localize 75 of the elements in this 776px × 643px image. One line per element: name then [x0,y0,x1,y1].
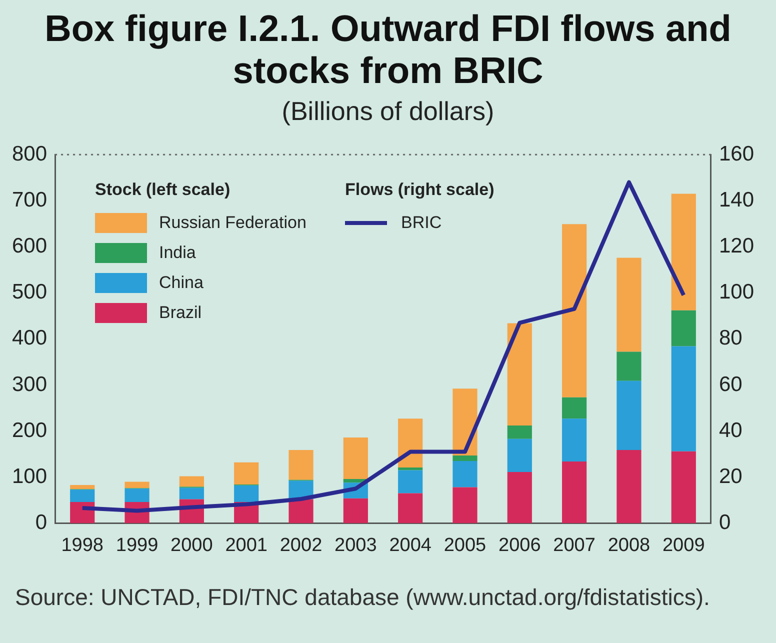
bar [179,476,204,487]
bar [616,450,642,524]
bar [671,346,696,452]
bar [398,470,423,494]
chart-subtitle: (Billions of dollars) [280,96,496,127]
bar [70,490,95,502]
bar [234,462,259,484]
bar [616,380,642,450]
x-tick-label: 2004 [389,534,432,556]
bar [507,426,532,439]
x-tick-label: 2008 [608,534,650,556]
annotation: Flows (right scale) [345,180,494,200]
y-tick-label: 100 [12,464,48,488]
y-tick-label: 500 [12,280,48,304]
y-tick-label: 200 [12,418,48,442]
x-tick-label: 1998 [61,534,104,556]
bar [288,450,314,480]
bar [562,224,587,398]
bar [288,499,314,524]
x-tick-label: 2005 [444,534,486,556]
bar [343,438,368,479]
y-tick-label: 0 [35,510,48,534]
bar [562,418,587,462]
x-tick-label: 2006 [498,534,541,556]
y-tick-label: 400 [12,326,48,350]
x-tick-label: 2003 [334,534,377,556]
legend-label: Russian Federation [159,213,306,233]
y2-tick-label: 60 [718,372,742,396]
bar [452,487,478,524]
y2-tick-label: 0 [718,510,731,534]
annotation: Stock (left scale) [95,180,232,200]
bar [671,310,696,346]
y2-tick-label: 100 [718,280,754,304]
bar [671,451,696,524]
x-tick-label: 1999 [116,534,158,556]
y2-tick-label: 120 [718,234,754,258]
bar [507,438,532,472]
bar [562,461,587,524]
bar [398,493,423,524]
y2-tick-label: 80 [718,326,742,350]
x-tick-label: 2002 [280,534,322,556]
bar [343,498,368,524]
bar [616,258,642,352]
bar [179,488,204,500]
legend-label: BRIC [401,213,442,233]
x-tick-label: 2009 [662,534,705,556]
bar [562,397,587,419]
bar [671,194,696,310]
bar [507,472,532,524]
bar [124,482,150,488]
bar [124,488,150,502]
bar [507,323,532,426]
bar [398,418,423,468]
bar [452,455,478,461]
legend-label: India [159,243,196,263]
legend-label: Brazil [159,303,202,323]
bar [398,467,423,470]
y2-tick-label: 140 [718,188,754,212]
bar [452,461,478,488]
x-tick-label: 2000 [170,534,213,556]
y-tick-label: 300 [12,372,48,396]
legend-label: China [159,273,204,293]
y2-tick-label: 40 [718,418,742,442]
y2-tick-label: 160 [718,142,754,166]
y-tick-label: 600 [12,234,48,258]
y-tick-label: 700 [12,188,48,212]
y-tick-label: 800 [12,142,48,166]
x-tick-label: 2007 [553,534,596,556]
x-tick-label: 2001 [225,534,268,556]
bar [234,485,259,502]
chart-title: Box figure I.2.1. Outward FDI flows and stocks from BRIC [44,8,732,92]
source-note: Source: UNCTAD, FDI/TNC database (www.unctad.org/fdistatistics). [15,583,711,611]
y2-tick-label: 20 [718,464,742,488]
bar [616,352,642,381]
bar [70,484,95,490]
